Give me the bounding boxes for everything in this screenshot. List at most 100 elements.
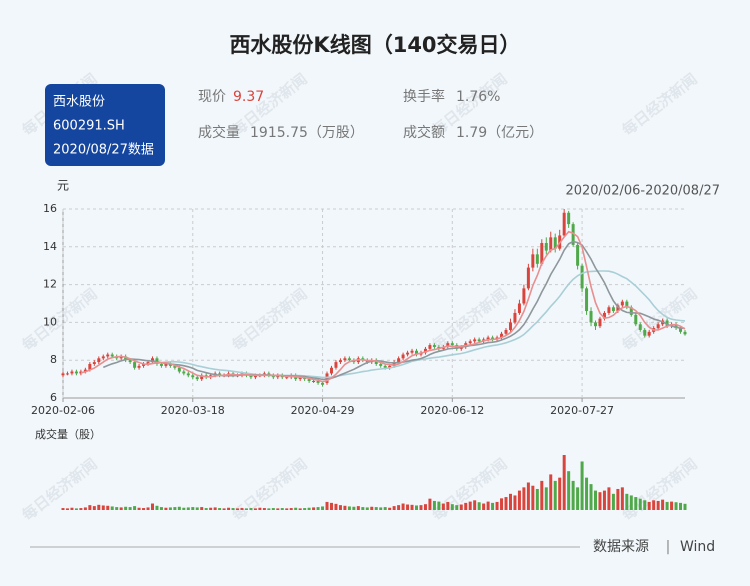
x-tick-label: 2020-04-29 bbox=[291, 404, 355, 417]
volume-bar bbox=[441, 503, 445, 510]
volume-bar bbox=[634, 497, 638, 510]
volume-bar bbox=[209, 507, 213, 510]
volume-bar bbox=[558, 477, 562, 510]
candle-body bbox=[553, 237, 557, 249]
y-axis-label: 元 bbox=[57, 179, 69, 193]
candle-body bbox=[173, 365, 177, 368]
volume-bar bbox=[647, 501, 651, 510]
candle-body bbox=[535, 254, 539, 264]
volume-bar bbox=[325, 501, 329, 510]
candle-body bbox=[526, 267, 530, 289]
volume-bar bbox=[415, 505, 419, 510]
candle-body bbox=[643, 329, 647, 336]
volume-bar bbox=[473, 500, 477, 510]
candle-body bbox=[347, 358, 351, 361]
volume-bar bbox=[437, 501, 441, 510]
candle-body bbox=[473, 339, 477, 342]
volume-bar bbox=[388, 507, 392, 510]
candle-body bbox=[423, 348, 427, 353]
volume-bar bbox=[513, 495, 517, 510]
volume-bar bbox=[455, 505, 459, 510]
volume-bar bbox=[643, 500, 647, 510]
candle-body bbox=[92, 362, 96, 364]
y-tick-label: 14 bbox=[43, 240, 57, 253]
volume-bar bbox=[674, 502, 678, 510]
candle-body bbox=[186, 373, 190, 376]
candle-body bbox=[504, 329, 508, 334]
candle-body bbox=[607, 307, 611, 313]
ma-line bbox=[80, 230, 686, 383]
candle-body bbox=[133, 362, 137, 368]
candle-body bbox=[517, 303, 521, 313]
candle-body bbox=[249, 375, 253, 378]
volume-bar bbox=[294, 507, 298, 510]
volume-bar bbox=[365, 507, 369, 510]
candle-body bbox=[679, 328, 683, 332]
candle-body bbox=[513, 312, 517, 323]
candle-body bbox=[124, 356, 128, 361]
volume-bar bbox=[312, 507, 316, 510]
candle-body bbox=[571, 224, 575, 245]
volume-bar bbox=[79, 508, 83, 510]
volume-bar bbox=[146, 507, 150, 510]
candle-body bbox=[106, 354, 110, 357]
candle-body bbox=[446, 343, 450, 347]
candle-body bbox=[316, 380, 320, 383]
volume-bar bbox=[218, 508, 222, 510]
candle-body bbox=[298, 377, 302, 380]
x-tick-label: 2020-02-06 bbox=[31, 404, 95, 417]
volume-bar bbox=[244, 508, 248, 510]
volume-bar bbox=[553, 480, 557, 510]
volume-bar bbox=[195, 507, 199, 510]
volume-bar bbox=[602, 490, 606, 510]
volume-bar bbox=[616, 488, 620, 510]
candle-body bbox=[168, 363, 172, 366]
candle-body bbox=[415, 350, 419, 355]
volume-bar bbox=[83, 507, 87, 510]
ma-line bbox=[102, 240, 686, 381]
stat-label: 成交额 bbox=[403, 124, 445, 141]
volume-bar bbox=[535, 488, 539, 510]
volume-bar bbox=[352, 506, 356, 510]
badge bbox=[45, 84, 165, 166]
candle-body bbox=[177, 367, 181, 372]
candle-body bbox=[329, 367, 333, 374]
volume-bar bbox=[486, 501, 490, 510]
volume-bar bbox=[585, 477, 589, 510]
candle-body bbox=[321, 382, 325, 385]
volume-bar bbox=[544, 487, 548, 510]
candle-body bbox=[374, 360, 378, 364]
volume-bar bbox=[356, 506, 360, 510]
candle-body bbox=[562, 212, 566, 236]
candle-body bbox=[544, 243, 548, 251]
candle-body bbox=[531, 254, 535, 268]
volume-bar bbox=[258, 507, 262, 510]
volume-bar bbox=[397, 505, 401, 510]
candle-body bbox=[638, 324, 642, 330]
volume-bar bbox=[289, 508, 293, 510]
candle-body bbox=[379, 363, 383, 366]
candle-body bbox=[589, 311, 593, 323]
source: Wind bbox=[680, 539, 715, 555]
volume-bar bbox=[567, 471, 571, 510]
volume-bar bbox=[280, 508, 284, 510]
volume-bar bbox=[652, 500, 656, 510]
volume-bar bbox=[74, 508, 78, 510]
candle-body bbox=[674, 324, 678, 329]
volume-bar bbox=[549, 474, 553, 510]
volume-bar bbox=[683, 503, 687, 510]
volume-bar bbox=[526, 482, 530, 510]
candle-body bbox=[567, 212, 571, 225]
volume-bar bbox=[307, 507, 311, 510]
candle-body bbox=[325, 373, 329, 383]
candle-body bbox=[312, 380, 316, 382]
volume-bar bbox=[665, 501, 669, 510]
volume-bar bbox=[670, 501, 674, 510]
volume-bar bbox=[159, 507, 163, 510]
candle-body bbox=[486, 337, 490, 340]
volume-bar bbox=[562, 455, 566, 510]
volume-bar bbox=[204, 508, 208, 510]
candle-body bbox=[450, 343, 454, 346]
candle-body bbox=[119, 356, 123, 359]
volume-bar bbox=[303, 508, 307, 510]
